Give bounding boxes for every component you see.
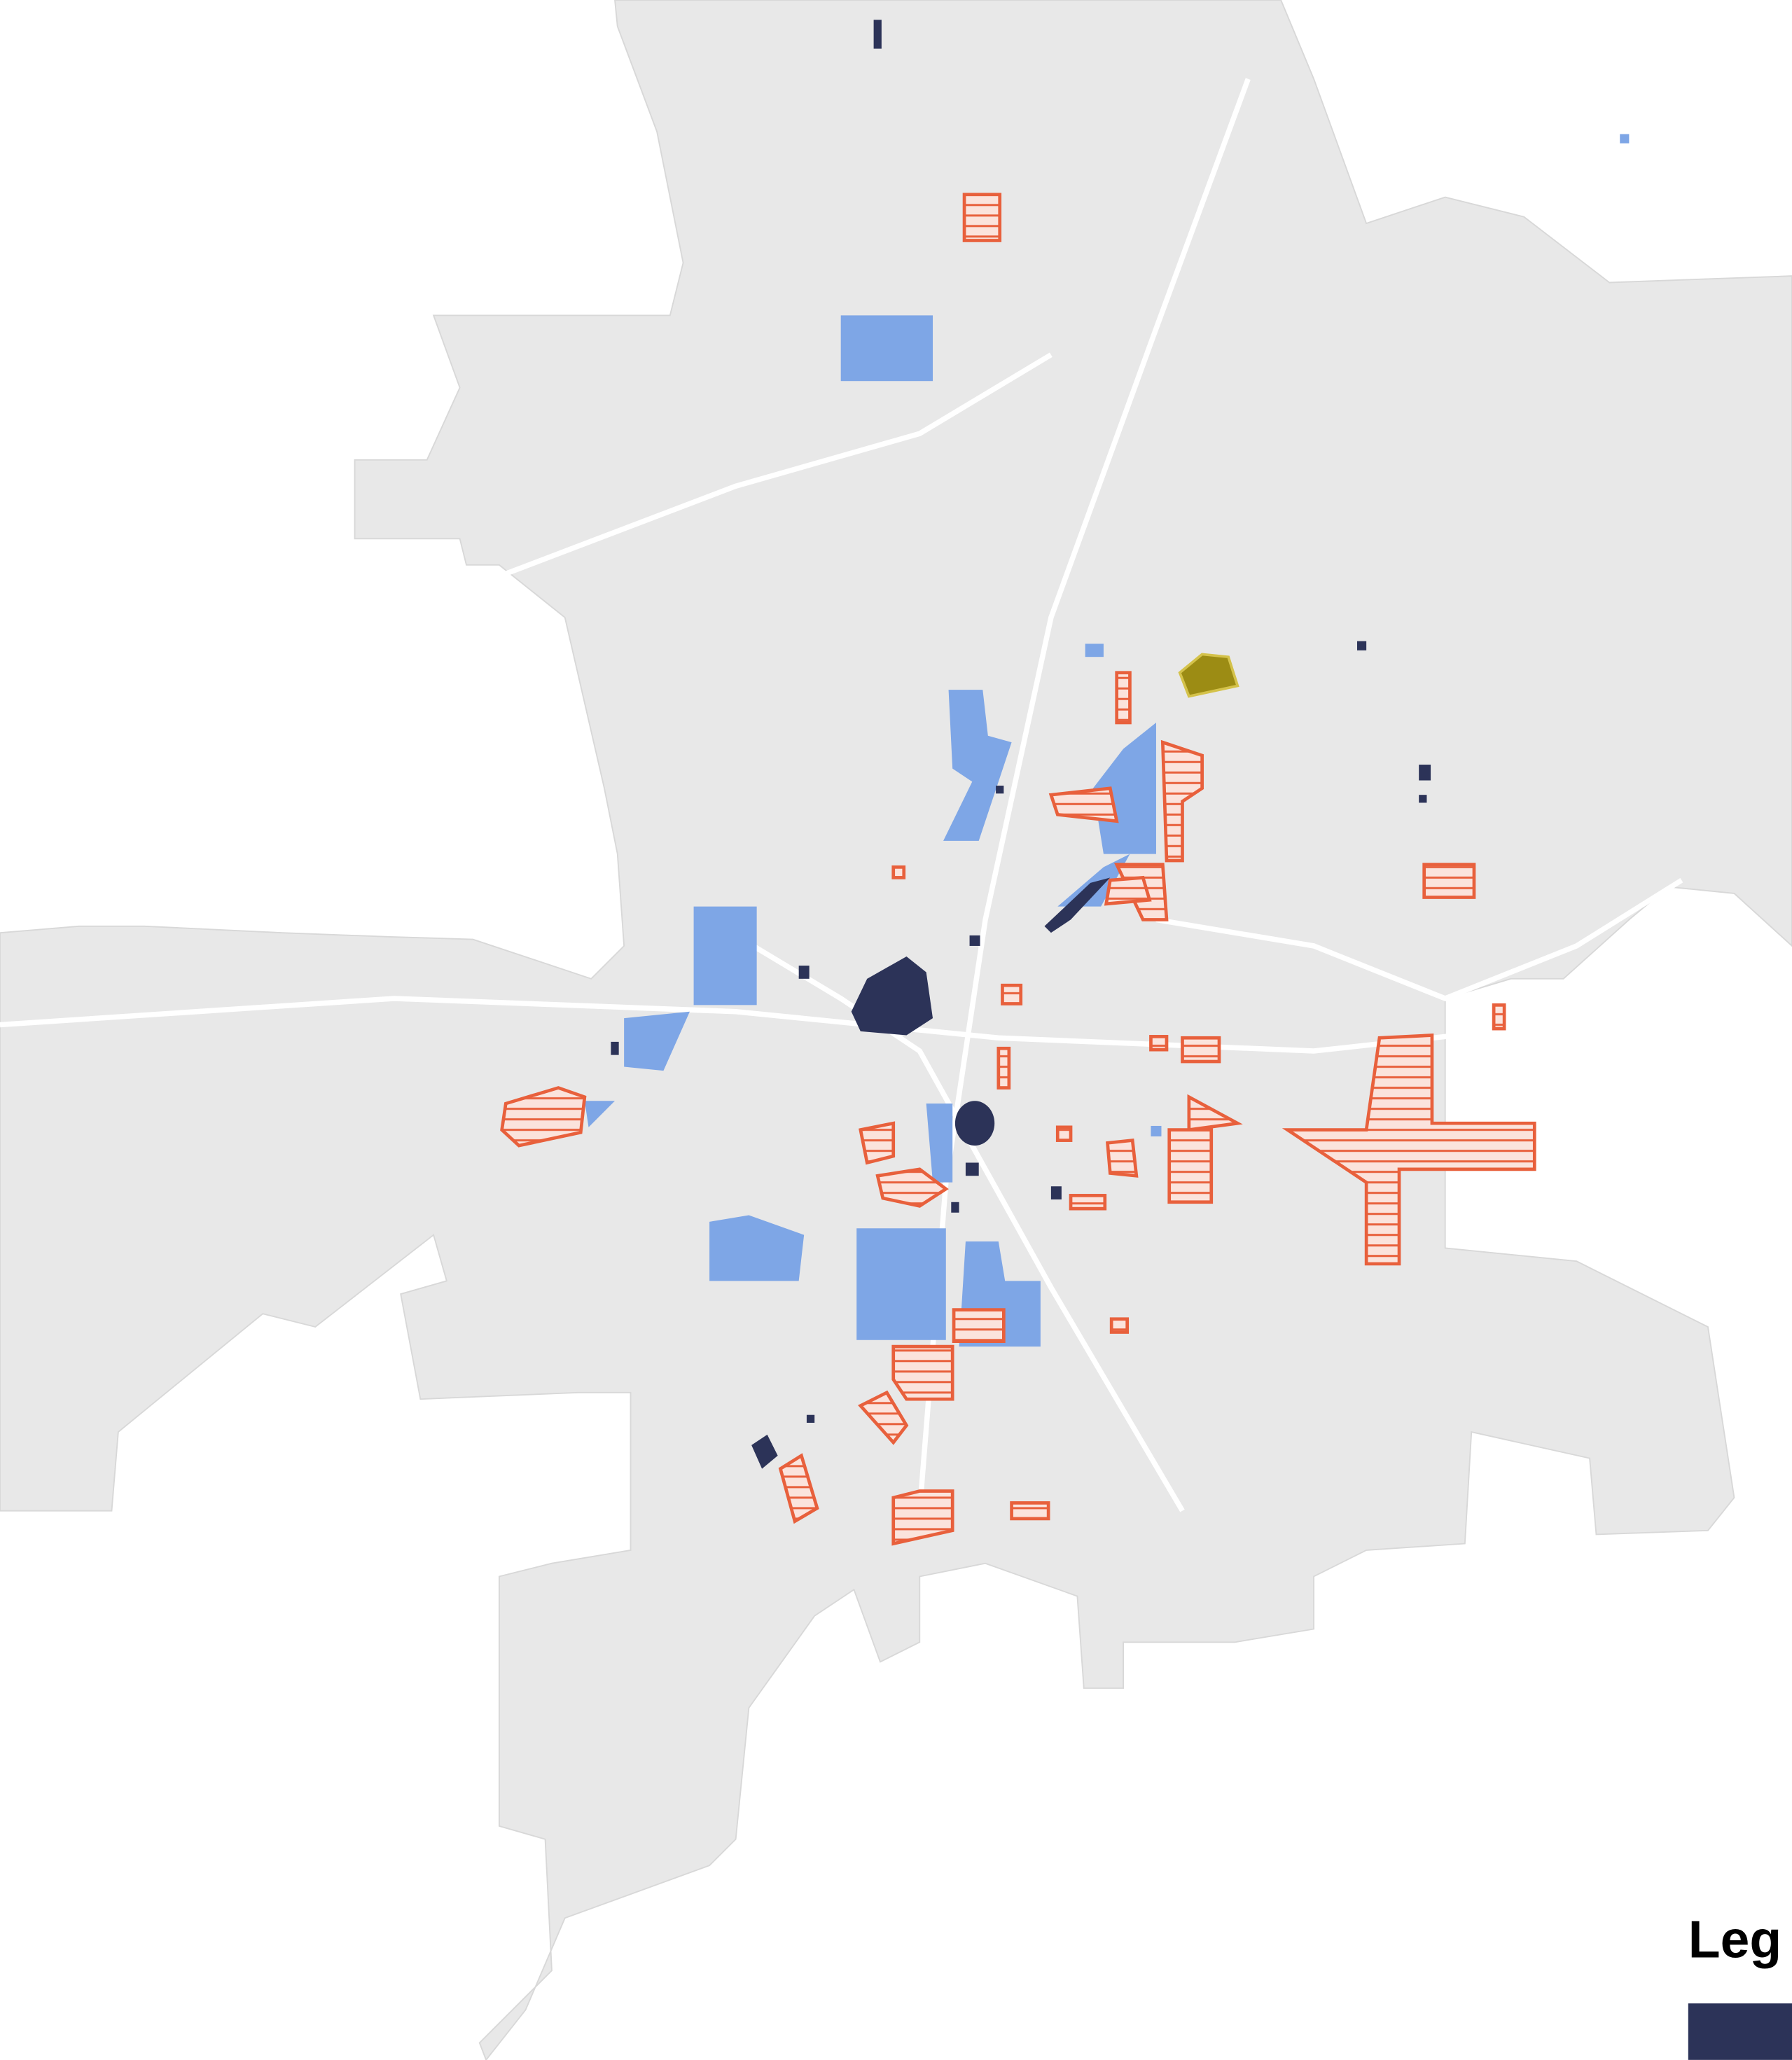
dark-navy-areas bbox=[611, 20, 1431, 1469]
legend-title: Leg bbox=[1688, 1910, 1781, 1969]
legend: Leg bbox=[1688, 1910, 1792, 2060]
orange-hatched-areas bbox=[500, 193, 1536, 1546]
olive-area bbox=[1178, 653, 1239, 698]
legend-swatch bbox=[1688, 2003, 1792, 2060]
